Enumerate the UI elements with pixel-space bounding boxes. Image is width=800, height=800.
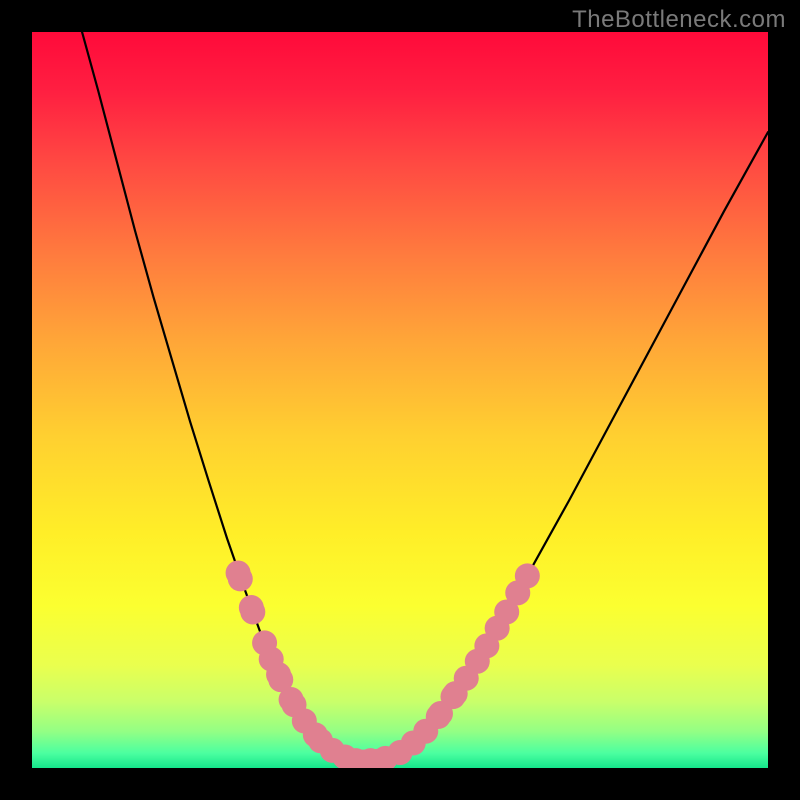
pink-marker-left <box>228 566 253 591</box>
pink-marker-left <box>240 599 265 624</box>
pink-marker-right <box>515 563 540 588</box>
bottleneck-curve <box>356 132 768 761</box>
plot-area <box>32 32 768 768</box>
watermark-text: TheBottleneck.com <box>572 6 786 34</box>
bottleneck-curve <box>82 32 356 761</box>
curves-layer <box>32 32 768 768</box>
figure-root: TheBottleneck.com <box>0 0 800 800</box>
